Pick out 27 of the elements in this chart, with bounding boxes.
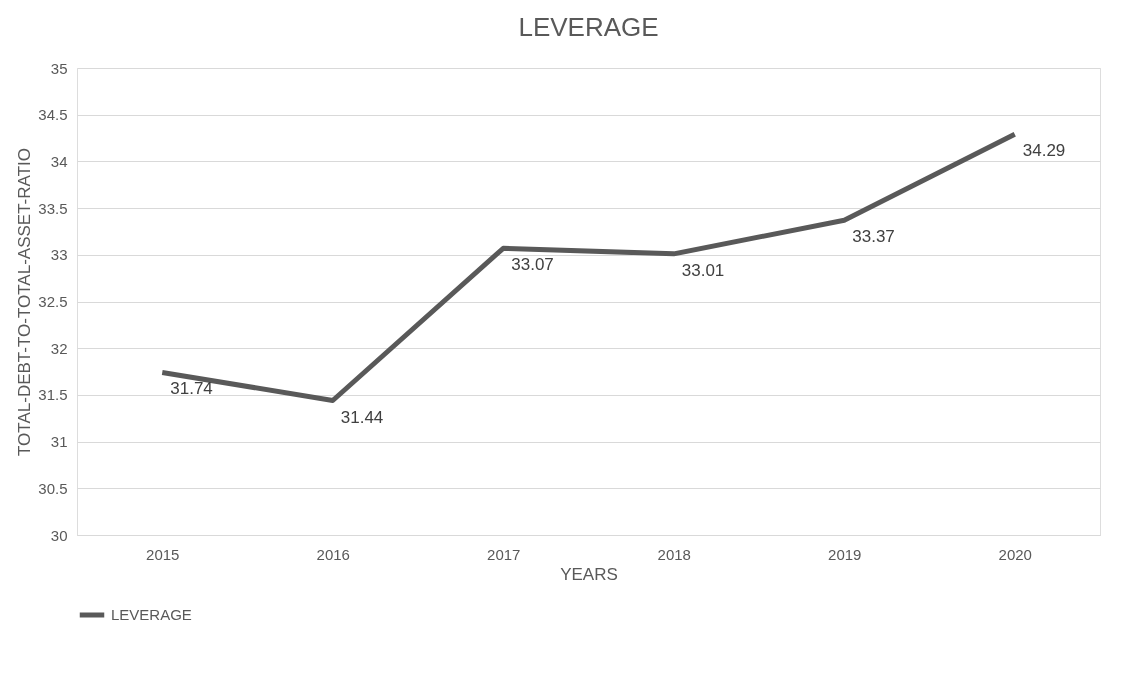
y-tick-label: 35 [50, 59, 68, 77]
data-label: 33.37 [852, 227, 895, 247]
y-tick-label: 33 [50, 246, 68, 264]
y-tick-label: 33.5 [38, 199, 68, 217]
data-label: 33.07 [511, 255, 554, 275]
y-axis-title: TOTAL-DEBT-TO-TOTAL-ASSET-RATIO [15, 148, 35, 456]
y-tick-label: 30 [50, 526, 68, 544]
data-label: 33.01 [681, 260, 725, 280]
y-tick-label: 34.5 [38, 106, 68, 124]
data-label: 31.44 [340, 407, 384, 427]
x-tick-label: 2015 [146, 545, 180, 563]
y-tick-label: 31 [50, 433, 68, 451]
x-axis-title: YEARS [560, 564, 618, 584]
y-tick-label: 31.5 [38, 386, 68, 404]
x-tick-label: 2016 [316, 545, 350, 563]
x-tick-label: 2018 [657, 545, 691, 563]
x-tick-label: 2017 [487, 545, 521, 563]
x-tick-label: 2019 [828, 545, 862, 563]
legend-label: LEVERAGE [111, 606, 192, 623]
chart-title: LEVERAGE [518, 12, 659, 42]
y-tick-label: 32 [50, 339, 68, 357]
data-label: 31.74 [170, 379, 213, 399]
y-tick-label: 34 [50, 152, 68, 170]
y-tick-label: 30.5 [38, 479, 68, 497]
y-tick-label: 32.5 [38, 293, 68, 310]
data-label: 34.29 [1022, 141, 1066, 161]
x-tick-label: 2020 [998, 545, 1032, 563]
